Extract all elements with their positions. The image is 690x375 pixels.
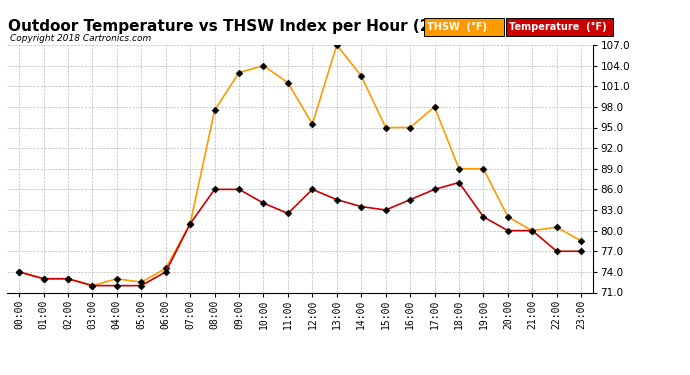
Text: Outdoor Temperature vs THSW Index per Hour (24 Hours)  20180715: Outdoor Temperature vs THSW Index per Ho…: [8, 19, 599, 34]
Text: Temperature  (°F): Temperature (°F): [509, 22, 606, 32]
Text: THSW  (°F): THSW (°F): [427, 22, 487, 32]
Text: Copyright 2018 Cartronics.com: Copyright 2018 Cartronics.com: [10, 34, 152, 43]
